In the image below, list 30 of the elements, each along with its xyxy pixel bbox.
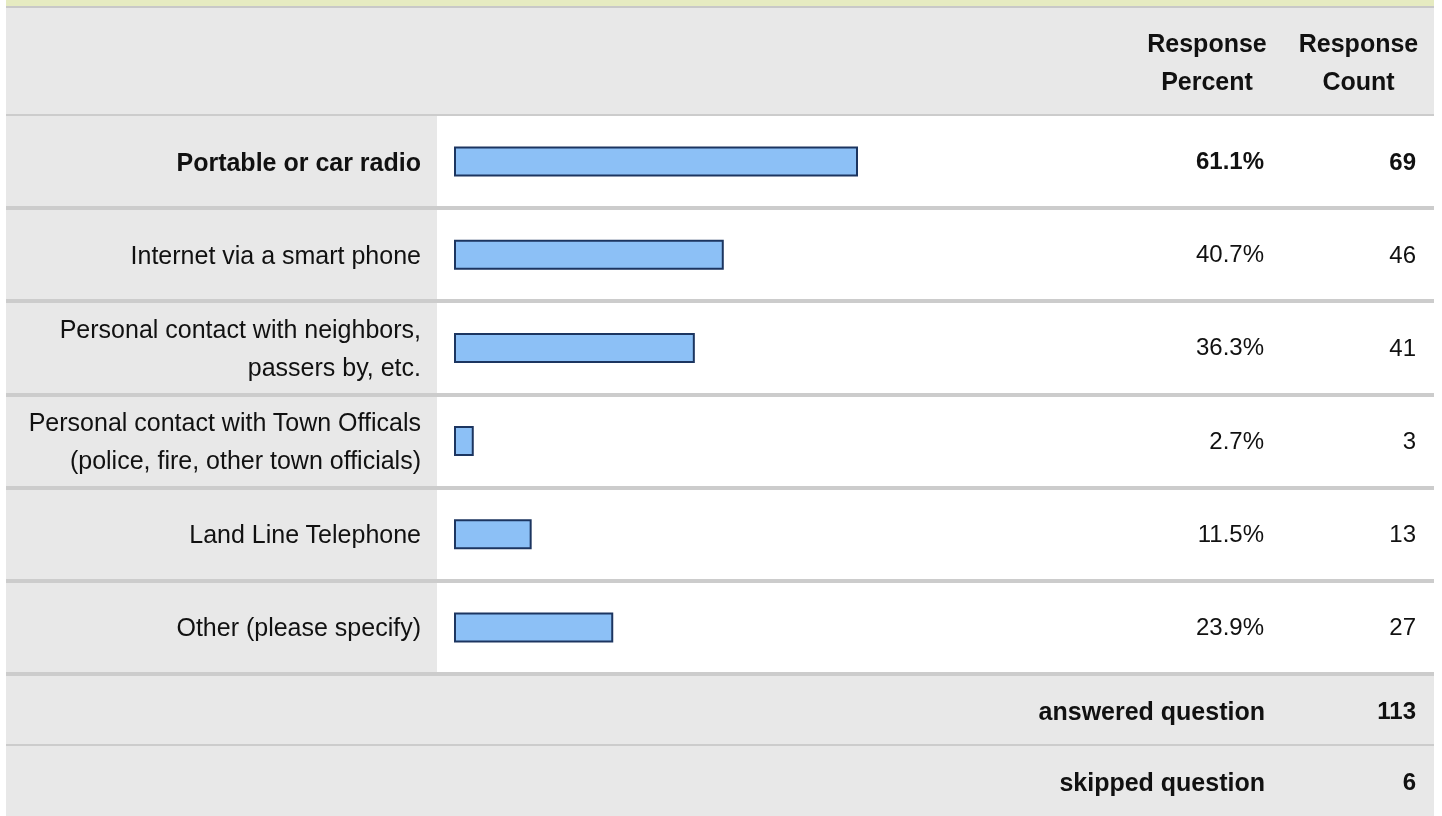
data-label: 61.1%: [1195, 147, 1264, 175]
text: Response Count: [1297, 27, 1420, 97]
y-tick-label: Portable or car radio: [176, 147, 421, 176]
text: 69: [1389, 146, 1416, 177]
y-tick-label: Land Line Telephone: [189, 520, 421, 549]
bar: [454, 612, 614, 643]
data-label: 11.5%: [1197, 519, 1264, 547]
text: 113: [1377, 695, 1416, 726]
y-tick-label: Personal contact with Town Officals (police, fire, other town officials): [28, 408, 421, 475]
text: 6: [1402, 766, 1416, 797]
y-tick-label: Other (please specify): [176, 613, 421, 642]
bar: [454, 146, 858, 177]
y-tick-label: Internet via a smart phone: [130, 240, 421, 269]
text: Response Percent: [1146, 27, 1268, 97]
bar: [454, 519, 532, 550]
bar: [454, 426, 474, 457]
text: 27: [1389, 612, 1416, 643]
text: 41: [1389, 332, 1416, 363]
text: answered question: [1038, 695, 1265, 727]
text: 46: [1389, 239, 1416, 270]
data-label: 23.9%: [1195, 612, 1264, 640]
text: skipped question: [1059, 766, 1265, 798]
bar: [454, 332, 695, 363]
bar: [454, 239, 724, 270]
data-label: 2.7%: [1209, 426, 1264, 454]
text: 13: [1389, 519, 1416, 550]
text: 3: [1402, 426, 1416, 457]
data-label: 40.7%: [1195, 240, 1264, 268]
data-label: 36.3%: [1195, 333, 1264, 361]
y-tick-label: Personal contact with neighbors, passers by, etc.: [59, 314, 421, 381]
